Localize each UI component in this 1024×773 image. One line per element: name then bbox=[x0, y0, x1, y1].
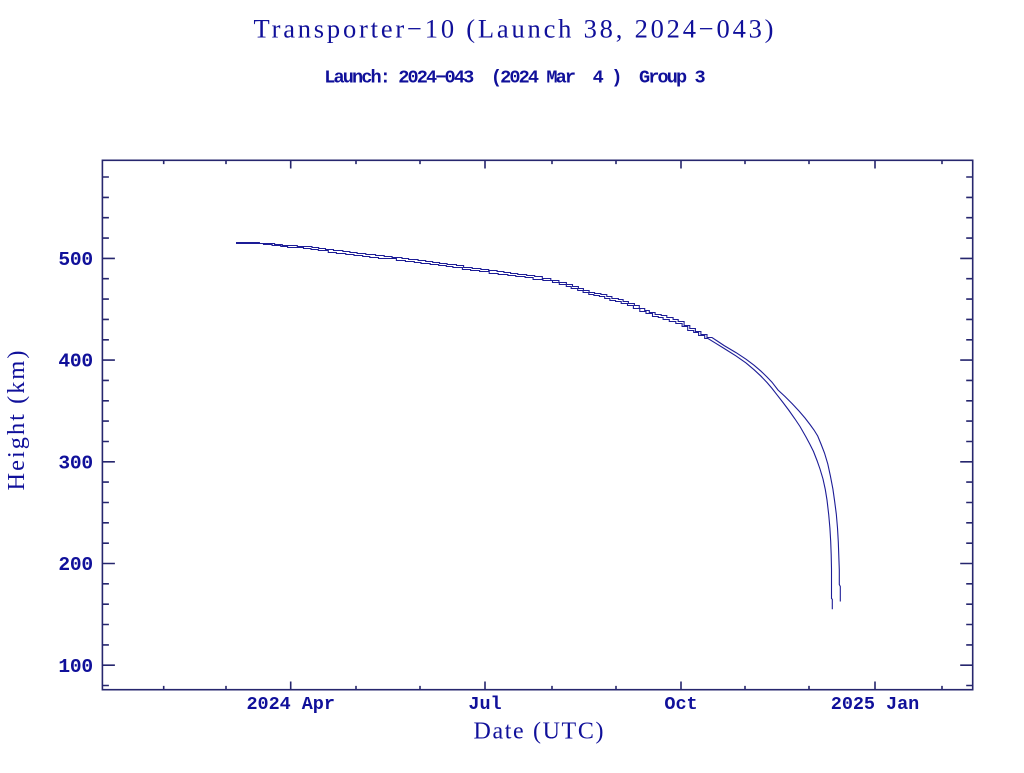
svg-text:200: 200 bbox=[58, 554, 93, 576]
svg-text:Oct: Oct bbox=[664, 694, 697, 715]
svg-text:Launch: 2024−043 (2024 Mar 4: Launch: 2024−043 (2024 Mar 4 ) Group 3 bbox=[324, 68, 705, 89]
svg-text:2025 Jan: 2025 Jan bbox=[831, 694, 919, 715]
svg-text:Transporter−10 (Launch 38, 202: Transporter−10 (Launch 38, 2024−043) bbox=[254, 14, 774, 44]
svg-text:400: 400 bbox=[58, 351, 93, 373]
svg-text:Height (km): Height (km) bbox=[3, 351, 30, 491]
svg-text:Jul: Jul bbox=[468, 694, 501, 715]
svg-text:2024 Apr: 2024 Apr bbox=[246, 694, 334, 715]
svg-text:500: 500 bbox=[58, 249, 93, 271]
svg-text:Date (UTC): Date (UTC) bbox=[474, 719, 604, 745]
svg-text:300: 300 bbox=[58, 452, 93, 474]
svg-text:100: 100 bbox=[58, 656, 93, 678]
